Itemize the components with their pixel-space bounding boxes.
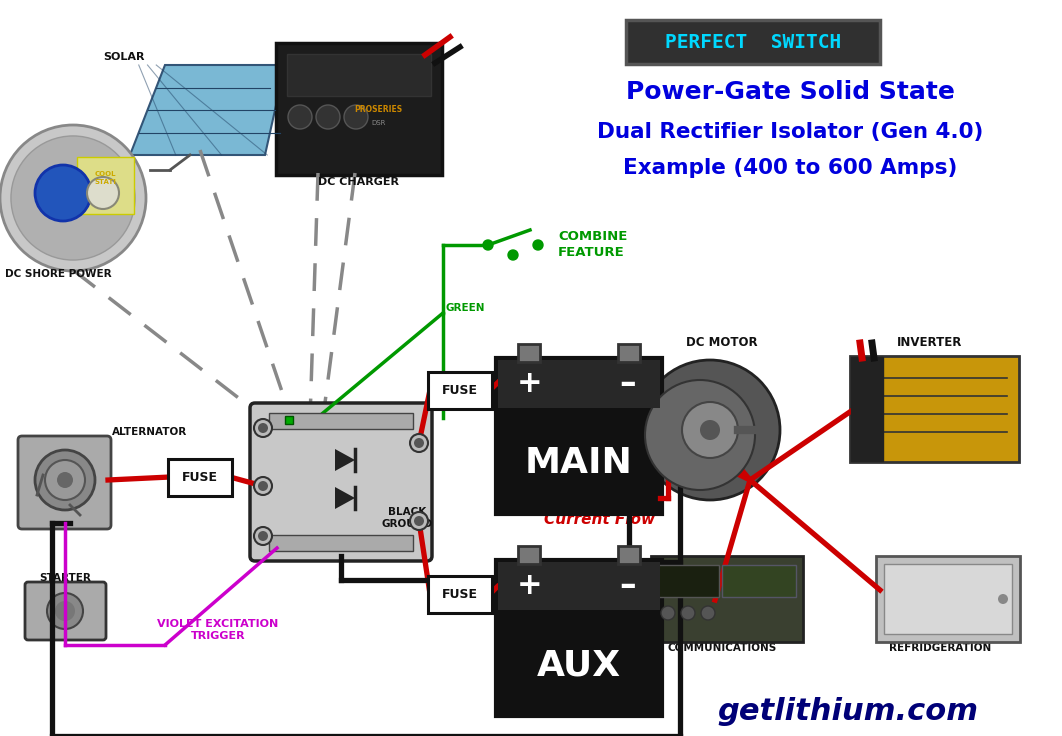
- Text: DC CHARGER: DC CHARGER: [319, 177, 399, 187]
- FancyBboxPatch shape: [25, 582, 106, 640]
- FancyBboxPatch shape: [269, 413, 413, 429]
- FancyBboxPatch shape: [269, 535, 413, 551]
- Circle shape: [316, 105, 340, 129]
- FancyBboxPatch shape: [496, 358, 662, 514]
- Text: FUSE: FUSE: [442, 588, 478, 601]
- Circle shape: [258, 531, 268, 541]
- Text: INVERTER: INVERTER: [897, 336, 962, 349]
- Circle shape: [0, 125, 145, 271]
- Text: GREEN: GREEN: [445, 303, 484, 313]
- Circle shape: [254, 477, 272, 495]
- Text: Dual Rectifier Isolator (Gen 4.0): Dual Rectifier Isolator (Gen 4.0): [597, 122, 983, 142]
- Text: ALTERNATOR: ALTERNATOR: [112, 427, 187, 437]
- Circle shape: [414, 438, 424, 448]
- Text: MAIN: MAIN: [525, 446, 633, 481]
- FancyBboxPatch shape: [498, 360, 660, 408]
- FancyBboxPatch shape: [287, 54, 431, 96]
- Polygon shape: [130, 65, 285, 155]
- Circle shape: [35, 165, 91, 221]
- Text: Power-Gate Solid State: Power-Gate Solid State: [626, 80, 955, 104]
- Bar: [285, 416, 293, 424]
- Text: REFRIDGERATION: REFRIDGERATION: [889, 643, 991, 653]
- Circle shape: [681, 606, 695, 620]
- Circle shape: [483, 240, 493, 250]
- Text: FEATURE: FEATURE: [558, 246, 624, 258]
- Circle shape: [288, 105, 312, 129]
- Bar: [618, 344, 640, 362]
- FancyBboxPatch shape: [496, 560, 662, 716]
- Circle shape: [87, 177, 119, 209]
- Text: AUX: AUX: [537, 648, 621, 682]
- Text: FUSE: FUSE: [182, 471, 218, 484]
- Circle shape: [35, 450, 95, 510]
- Circle shape: [645, 380, 755, 490]
- FancyBboxPatch shape: [18, 436, 112, 529]
- Circle shape: [57, 472, 73, 488]
- Circle shape: [533, 240, 543, 250]
- FancyBboxPatch shape: [657, 565, 719, 597]
- Circle shape: [410, 434, 428, 452]
- Circle shape: [11, 136, 135, 260]
- Text: –: –: [620, 570, 636, 603]
- Circle shape: [344, 105, 369, 129]
- Text: +: +: [517, 369, 543, 398]
- Bar: [618, 546, 640, 564]
- Polygon shape: [335, 487, 355, 509]
- FancyBboxPatch shape: [850, 356, 1020, 462]
- Text: DC MOTOR: DC MOTOR: [686, 336, 758, 349]
- Text: STARTER: STARTER: [39, 573, 91, 583]
- Text: getlithium.com: getlithium.com: [718, 698, 978, 726]
- Circle shape: [414, 516, 424, 526]
- Text: –: –: [620, 367, 636, 400]
- Circle shape: [682, 402, 738, 458]
- FancyBboxPatch shape: [722, 565, 796, 597]
- Circle shape: [254, 419, 272, 437]
- Text: COMBINE: COMBINE: [558, 230, 628, 242]
- FancyBboxPatch shape: [250, 403, 432, 561]
- FancyBboxPatch shape: [428, 372, 492, 409]
- Text: SOLAR: SOLAR: [103, 52, 144, 62]
- Circle shape: [258, 481, 268, 491]
- Text: COMMUNICATIONS: COMMUNICATIONS: [667, 643, 776, 653]
- Circle shape: [640, 360, 780, 500]
- FancyBboxPatch shape: [78, 157, 134, 214]
- FancyBboxPatch shape: [626, 20, 880, 64]
- Circle shape: [701, 606, 715, 620]
- Circle shape: [254, 527, 272, 545]
- FancyBboxPatch shape: [168, 459, 232, 496]
- Circle shape: [508, 250, 518, 260]
- FancyBboxPatch shape: [276, 43, 442, 175]
- Bar: [518, 344, 539, 362]
- Polygon shape: [335, 449, 355, 471]
- Text: +: +: [517, 571, 543, 601]
- Text: BLACK
GROUND: BLACK GROUND: [381, 507, 432, 529]
- Circle shape: [258, 423, 268, 433]
- Circle shape: [998, 594, 1008, 604]
- Text: Example (400 to 600 Amps): Example (400 to 600 Amps): [622, 158, 957, 178]
- Circle shape: [700, 420, 720, 440]
- Text: DSR: DSR: [372, 120, 386, 126]
- Circle shape: [661, 606, 675, 620]
- FancyBboxPatch shape: [884, 564, 1012, 634]
- FancyBboxPatch shape: [428, 576, 492, 613]
- Text: COOL
STATI: COOL STATI: [95, 171, 116, 185]
- FancyBboxPatch shape: [498, 562, 660, 610]
- Text: Current Flow: Current Flow: [545, 512, 655, 528]
- Text: PERFECT  SWITCH: PERFECT SWITCH: [665, 34, 841, 52]
- Text: FUSE: FUSE: [442, 384, 478, 397]
- Text: PROSERIES: PROSERIES: [355, 105, 402, 115]
- Circle shape: [47, 593, 83, 629]
- FancyBboxPatch shape: [851, 357, 883, 461]
- FancyBboxPatch shape: [876, 556, 1020, 642]
- Bar: [518, 546, 539, 564]
- FancyBboxPatch shape: [651, 556, 803, 642]
- Circle shape: [410, 512, 428, 530]
- Text: DC SHORE POWER: DC SHORE POWER: [5, 269, 112, 279]
- Circle shape: [55, 601, 75, 621]
- Circle shape: [45, 460, 85, 500]
- Text: VIOLET EXCITATION
TRIGGER: VIOLET EXCITATION TRIGGER: [157, 619, 278, 641]
